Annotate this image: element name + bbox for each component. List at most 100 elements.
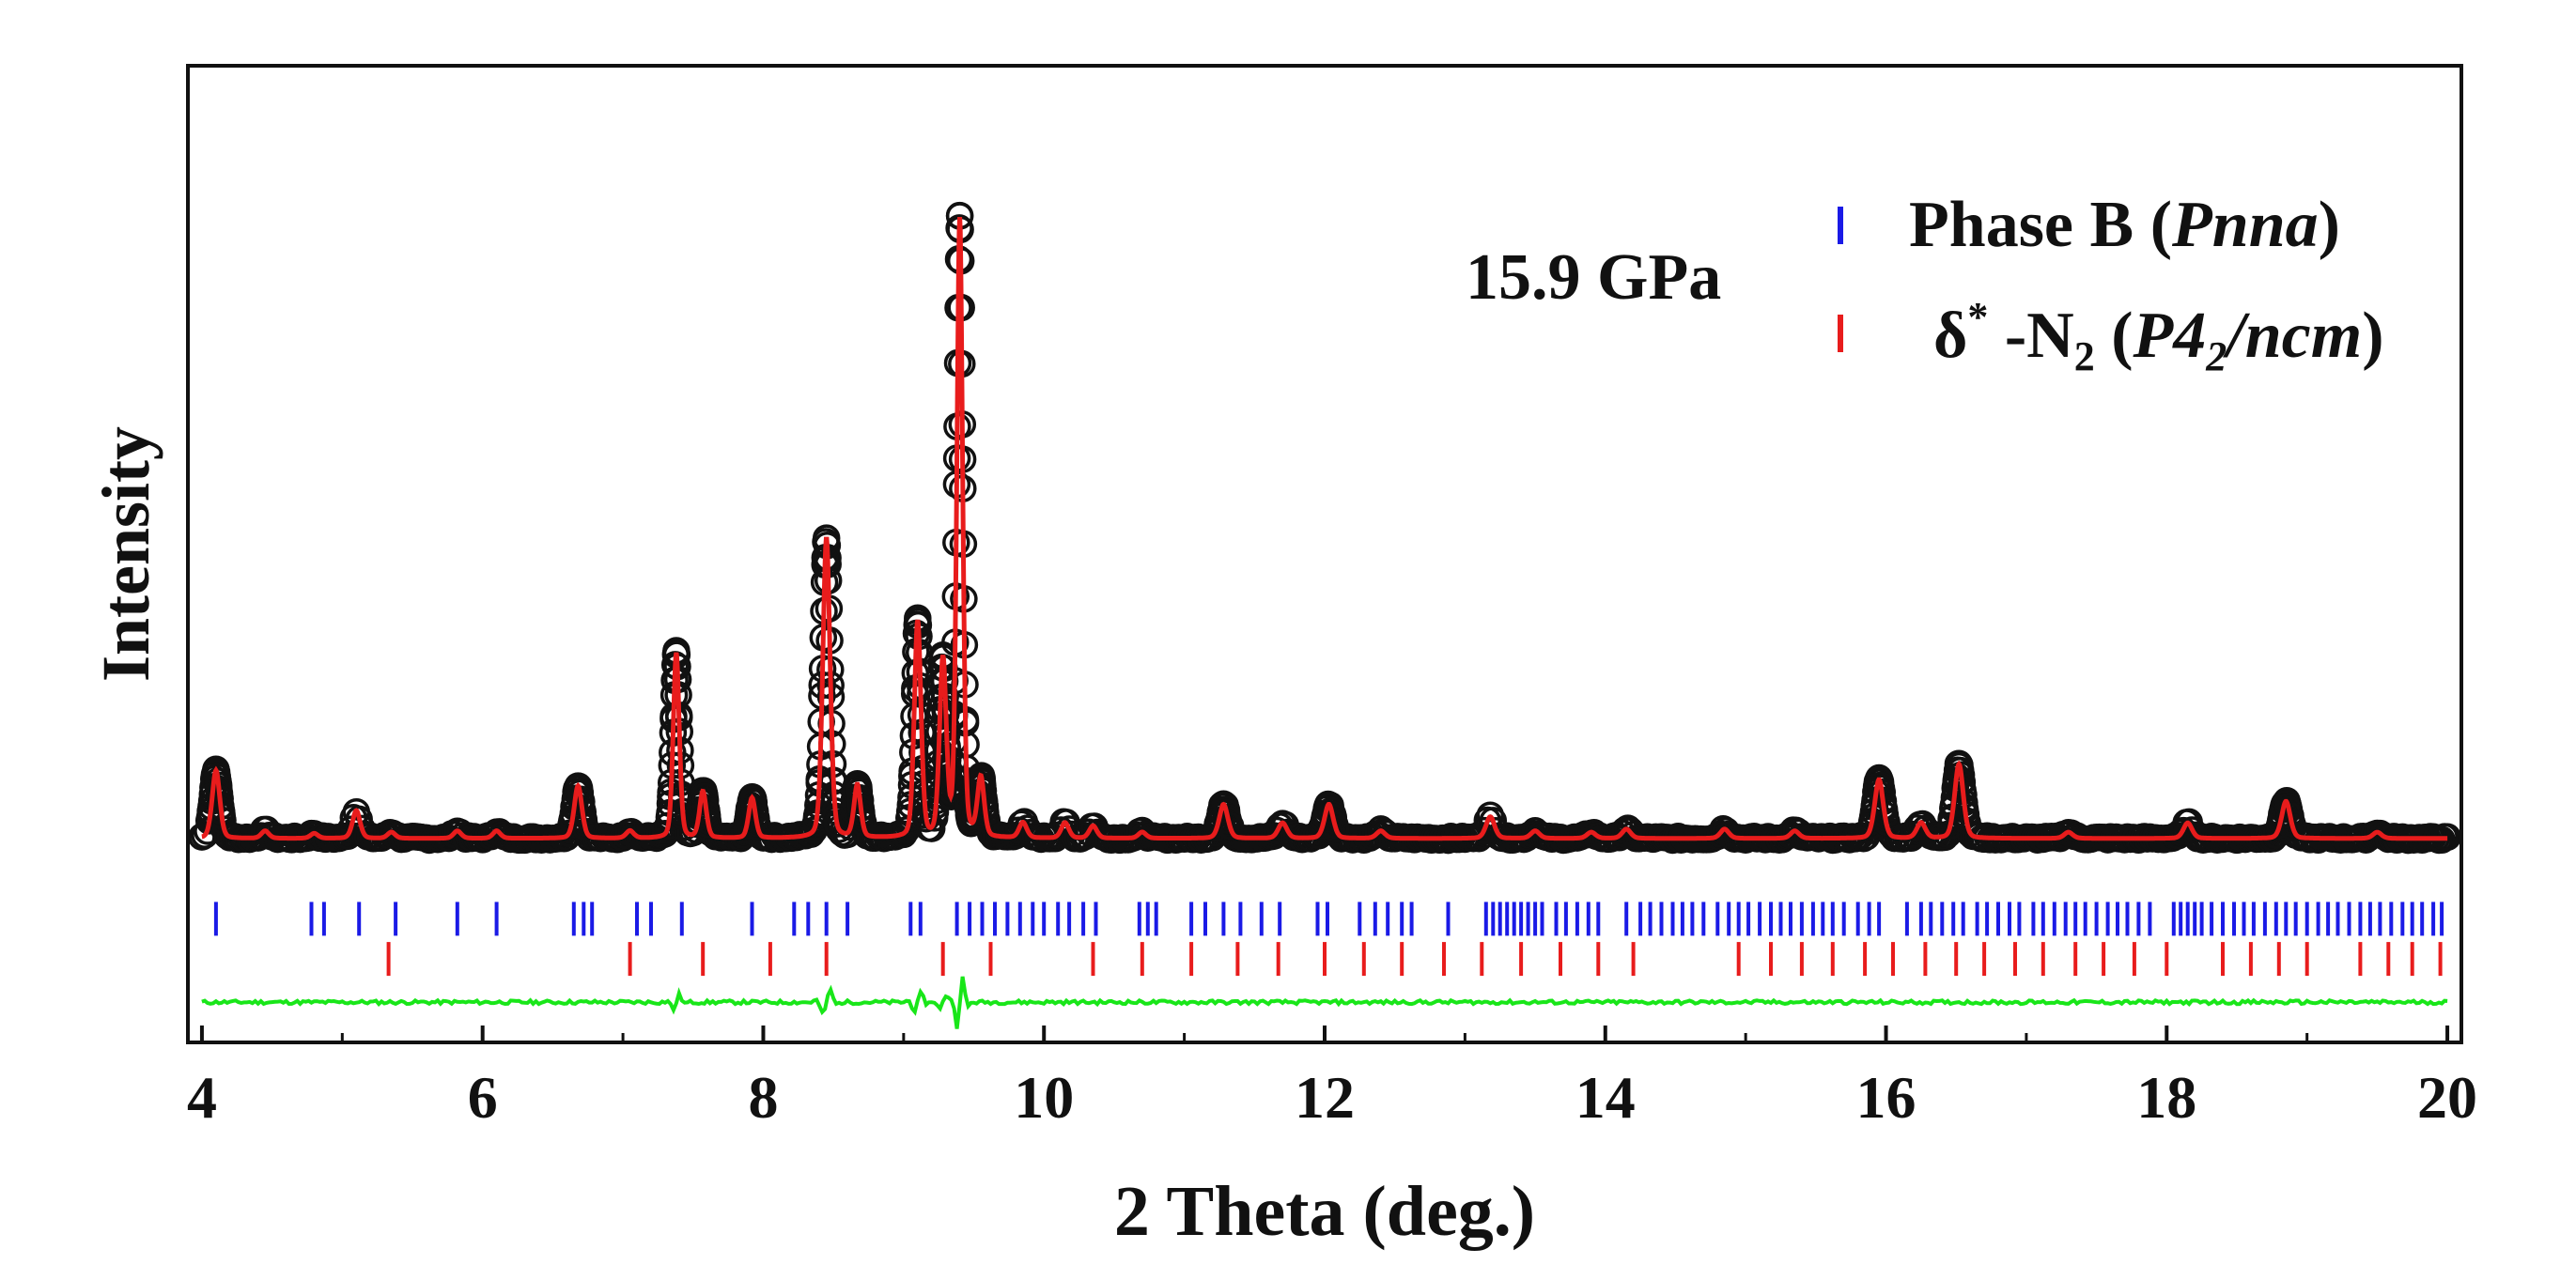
legend-delta-italic-sub: 2 (2205, 333, 2227, 379)
phase-b-tick (2094, 902, 2099, 936)
phase-b-tick (2410, 902, 2414, 936)
phase-b-tick (1031, 902, 1035, 936)
phase-b-tick (1929, 902, 1933, 936)
phase-b-tick (1203, 902, 1207, 936)
phase-b-tick (1094, 902, 1098, 936)
phase-b-tick (1727, 902, 1731, 936)
phase-b-tick (2199, 902, 2204, 936)
phase-b-tick (792, 902, 797, 936)
difference-curve-layer (201, 976, 2448, 1029)
phase-b-tick (980, 902, 985, 936)
x-tick-label: 6 (468, 1064, 498, 1131)
delta-n2-tick (1091, 942, 1095, 977)
phase-b-tick (2358, 902, 2363, 936)
delta-n2-tick (1863, 942, 1868, 977)
phase-b-tick (2400, 902, 2405, 936)
phase-b-tick (1315, 902, 1320, 936)
phase-b-tick (1951, 902, 1956, 936)
pressure-annotation: 15.9 GPa (1466, 241, 1721, 314)
phase-b-tick (394, 902, 398, 936)
phase-b-tick (2221, 902, 2225, 936)
phase-b-tick (2083, 902, 2087, 936)
y-axis-label: Intensity (88, 426, 163, 682)
phase-b-tick (1746, 902, 1751, 936)
delta-n2-tick (2132, 942, 2136, 977)
delta-n2-tick (1559, 942, 1562, 977)
calculated-curve-layer (201, 216, 2448, 841)
phase-b-tick (2125, 902, 2130, 936)
phase-b-tick (1940, 902, 1945, 936)
phase-b-tick (1701, 902, 1706, 936)
legend-marker-delta (1838, 315, 1843, 352)
delta-n2-tick (1923, 942, 1928, 977)
phase-b-tick (1154, 902, 1158, 936)
phase-b-tick (1841, 902, 1846, 936)
phase-b-tick (1278, 902, 1282, 936)
phase-b-tick (2232, 902, 2236, 936)
phase-b-tick (1659, 902, 1664, 936)
phase-b-tick (1867, 902, 1871, 936)
phase-b-tick (1326, 902, 1329, 936)
phase-b-tick (1189, 902, 1194, 936)
delta-n2-tick (2221, 942, 2225, 977)
legend: Phase B (Pnna) δ* -N2 (P42/ncm) (1838, 189, 2384, 379)
phase-b-tick (2326, 902, 2331, 936)
phase-b-tick (1769, 902, 1773, 936)
phase-b-tick (1238, 902, 1243, 936)
delta-n2-tick (1769, 942, 1773, 977)
phase-b-tick (2347, 902, 2351, 936)
phase-b-tick (806, 902, 811, 936)
x-tick-label: 18 (2136, 1064, 2196, 1131)
phase-b-tick (1373, 902, 1377, 936)
phase-b-tick (1575, 902, 1579, 936)
phase-b-tick (1533, 902, 1538, 936)
phase-b-tick (1638, 902, 1643, 936)
legend-delta-suffix: ) (2362, 300, 2383, 372)
delta-n2-tick (2073, 942, 2078, 977)
phase-b-tick (2031, 902, 2036, 936)
phase-b-tick (2063, 902, 2068, 936)
phase-b-reflection-ticks (213, 902, 2444, 936)
phase-b-tick (750, 902, 754, 936)
phase-b-tick (2116, 902, 2119, 936)
phase-b-tick (2148, 902, 2152, 936)
phase-b-tick (1563, 902, 1568, 936)
phase-b-tick (2284, 902, 2289, 936)
phase-b-tick (2136, 902, 2141, 936)
phase-b-tick (1358, 902, 1362, 936)
delta-n2-tick (1323, 942, 1327, 977)
phase-b-tick (1042, 902, 1047, 936)
phase-b-tick (1081, 902, 1086, 936)
delta-n2-tick (386, 942, 391, 977)
phase-b-tick (1778, 902, 1783, 936)
phase-b-tick (1005, 902, 1010, 936)
phase-b-tick (1483, 902, 1488, 936)
phase-b-tick (2420, 902, 2425, 936)
delta-n2-tick (1519, 942, 1524, 977)
delta-n2-tick (2248, 942, 2253, 977)
legend-phase-b-prefix: Phase B ( (1909, 189, 2172, 261)
delta-n2-tick (1954, 942, 1959, 977)
phase-b-tick (1810, 902, 1815, 936)
legend-label-phase-b: Phase B (Pnna) (1909, 189, 2340, 261)
phase-b-tick (679, 902, 684, 936)
phase-b-tick (1789, 902, 1792, 936)
phase-b-tick (1386, 902, 1390, 936)
phase-b-tick (1596, 902, 1601, 936)
phase-b-tick (2242, 902, 2246, 936)
delta-n2-tick (1235, 942, 1240, 977)
phase-b-tick (494, 902, 499, 936)
phase-b-tick (2041, 902, 2045, 936)
delta-n2-tick (1480, 942, 1484, 977)
observed-point (1872, 808, 1901, 837)
calculated-curve (201, 216, 2448, 841)
phase-b-tick (2378, 902, 2382, 936)
phase-b-tick (213, 902, 218, 936)
phase-b-tick (309, 902, 314, 936)
phase-b-tick (993, 902, 997, 936)
phase-b-tick (1904, 902, 1909, 936)
delta-n2-tick (1799, 942, 1804, 977)
phase-b-tick (918, 902, 923, 936)
legend-phase-b-italic: Pnna (2171, 189, 2319, 261)
